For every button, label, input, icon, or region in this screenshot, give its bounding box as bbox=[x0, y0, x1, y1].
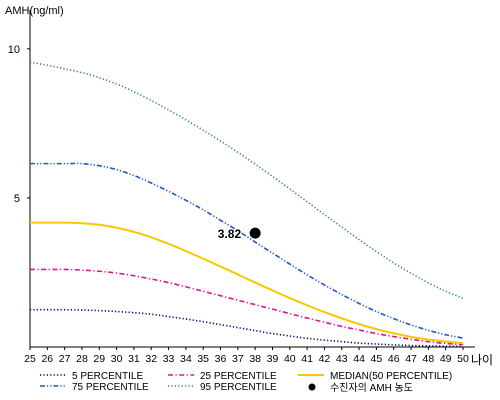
series-line-75-percentile bbox=[30, 162, 464, 339]
x-tick-label: 45 bbox=[371, 353, 383, 365]
x-tick-label: 41 bbox=[301, 353, 313, 365]
legend-point-marker bbox=[308, 383, 316, 391]
patient-amh-point bbox=[249, 227, 261, 239]
x-tick-label: 42 bbox=[319, 353, 331, 365]
x-tick-label: 36 bbox=[215, 353, 227, 365]
x-tick-label: 26 bbox=[41, 353, 53, 365]
x-tick-label: 39 bbox=[267, 353, 279, 365]
series-line-95-percentile bbox=[29, 61, 464, 300]
x-tick-label: 25 bbox=[24, 353, 36, 365]
x-tick-label: 28 bbox=[76, 353, 88, 365]
y-tick-label: 10 bbox=[8, 44, 20, 56]
legend-label: 25 PERCENTILE bbox=[200, 371, 277, 382]
x-tick-label: 33 bbox=[163, 353, 175, 365]
x-axis-title: 나이 bbox=[471, 353, 493, 367]
chart-axes: AMH(ng/ml) 나이 bbox=[5, 5, 493, 367]
x-tick-label: 32 bbox=[145, 353, 157, 365]
x-tick-label: 30 bbox=[111, 353, 123, 365]
x-tick-label: 37 bbox=[232, 353, 244, 365]
chart-points: 3.82 bbox=[218, 227, 261, 241]
legend-label: MEDIAN(50 PERCENTILE) bbox=[330, 371, 452, 382]
legend-label: 75 PERCENTILE bbox=[72, 382, 149, 393]
x-tick-label: 38 bbox=[249, 353, 261, 365]
series-line-median-50-percentile bbox=[30, 221, 464, 345]
y-axis-title: AMH(ng/ml) bbox=[5, 5, 64, 17]
x-tick-label: 34 bbox=[180, 353, 192, 365]
x-tick-label: 31 bbox=[128, 353, 140, 365]
chart-legend: 5 PERCENTILE 25 PERCENTILE MEDIAN(50 PERCE… bbox=[40, 371, 452, 394]
legend-label: 수진자의 AMH 농도 bbox=[330, 382, 413, 394]
x-tick-label: 50 bbox=[457, 353, 469, 365]
chart-series bbox=[29, 61, 464, 348]
x-tick-label: 46 bbox=[388, 353, 400, 365]
series-line-5-percentile bbox=[30, 308, 464, 348]
patient-amh-value-label: 3.82 bbox=[218, 227, 242, 241]
x-tick-label: 40 bbox=[284, 353, 296, 365]
x-tick-label: 27 bbox=[59, 353, 71, 365]
x-tick-label: 47 bbox=[405, 353, 417, 365]
y-tick-label: 5 bbox=[14, 193, 20, 205]
legend-label: 5 PERCENTILE bbox=[72, 371, 143, 382]
series-line-25-percentile bbox=[29, 268, 464, 346]
x-tick-label: 35 bbox=[197, 353, 209, 365]
x-tick-label: 49 bbox=[440, 353, 452, 365]
legend-label: 95 PERCENTILE bbox=[200, 382, 277, 393]
x-tick-label: 29 bbox=[93, 353, 105, 365]
chart-ticks: 25 26 27 28 29 30 31 32 33 34 35 36 37 38 39 40 41 42 43 44… bbox=[8, 44, 469, 365]
x-tick-label: 44 bbox=[353, 353, 365, 365]
x-tick-label: 48 bbox=[423, 353, 435, 365]
x-tick-label: 43 bbox=[336, 353, 348, 365]
